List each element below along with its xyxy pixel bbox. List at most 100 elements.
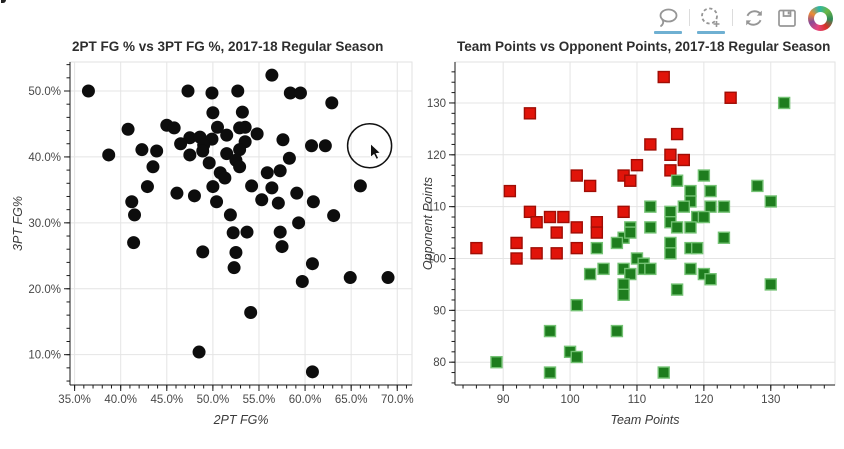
- data-point: [664, 247, 677, 260]
- y-tick-label: 110: [428, 202, 446, 214]
- data-point: [677, 200, 691, 213]
- chart-title: Team Points vs Opponent Points, 2017-18 …: [457, 39, 830, 54]
- data-point: [223, 208, 237, 222]
- data-point: [353, 179, 367, 193]
- data-point: [704, 200, 717, 213]
- data-point: [684, 221, 697, 234]
- save-icon: [775, 6, 799, 30]
- toolbar-separator: [689, 9, 690, 26]
- data-point: [240, 225, 254, 239]
- data-point: [275, 240, 289, 254]
- data-point: [704, 184, 717, 198]
- data-point: [343, 271, 357, 285]
- y-tick-label: 10.0%: [28, 350, 61, 362]
- save-button[interactable]: [775, 6, 799, 34]
- data-point: [670, 127, 684, 141]
- data-point: [530, 216, 543, 229]
- chart-canvas[interactable]: 90 100 110 120 130 80 90 100 110 120 130 Team Point…: [421, 0, 844, 444]
- data-point: [293, 86, 307, 100]
- zoom-in-icon: [699, 6, 723, 30]
- data-point: [697, 210, 711, 224]
- data-point: [670, 221, 684, 234]
- data-point: [306, 195, 320, 209]
- y-tick-label: 30.0%: [28, 218, 61, 230]
- data-point: [229, 246, 243, 260]
- y-tick-label: 50.0%: [28, 86, 61, 98]
- data-point: [255, 193, 269, 207]
- data-point: [657, 366, 670, 379]
- data-point: [597, 262, 610, 276]
- data-point: [192, 345, 206, 359]
- tick-labels: 90 100 110 120 130 80 90 100 110 120 130: [427, 98, 781, 406]
- data-point: [305, 257, 319, 271]
- zoom-in-button[interactable]: [697, 6, 725, 34]
- data-point: [644, 200, 657, 213]
- data-point: [570, 169, 583, 182]
- active-tool-underline: [654, 31, 682, 34]
- x-tick-label: 40.0%: [104, 394, 137, 406]
- data-point: [677, 153, 691, 167]
- data-point: [233, 160, 247, 174]
- data-point: [717, 200, 731, 213]
- data-point: [218, 171, 232, 185]
- series-green: [490, 96, 791, 379]
- data-point: [305, 139, 319, 153]
- selection-circle-overlay: [346, 122, 393, 169]
- data-point: [610, 324, 624, 338]
- data-point: [183, 148, 197, 162]
- data-point: [510, 252, 523, 265]
- data-point: [503, 184, 517, 198]
- data-point: [697, 169, 711, 182]
- data-point: [125, 195, 139, 209]
- data-point: [271, 196, 285, 210]
- data-point: [196, 144, 210, 158]
- y-tick-label: 100: [427, 253, 446, 265]
- lasso-select-button[interactable]: [654, 6, 682, 34]
- data-point: [140, 180, 154, 194]
- x-tick-label: 120: [694, 394, 713, 406]
- data-point: [570, 241, 583, 255]
- data-point: [206, 180, 220, 194]
- data-point: [135, 143, 149, 157]
- data-point: [664, 148, 677, 162]
- data-point: [590, 241, 604, 255]
- toolbar-separator: [732, 9, 733, 26]
- data-point: [325, 96, 339, 110]
- data-point: [150, 144, 164, 158]
- y-tick-label: 40.0%: [28, 152, 61, 164]
- x-tick-label: 65.0%: [335, 394, 368, 406]
- series-games: [81, 68, 395, 379]
- scatter-plot-fg-pct[interactable]: 35.0% 40.0% 45.0% 50.0% 55.0% 60.0% 65.0% 70.0%…: [0, 0, 422, 444]
- chart-title: 2PT FG % vs 3PT FG %, 2017-18 Regular Se…: [72, 39, 383, 54]
- tick-labels: 35.0% 40.0% 45.0% 50.0% 55.0% 60.0% 65.0% 70.0%…: [28, 86, 413, 406]
- chart-canvas[interactable]: 35.0% 40.0% 45.0% 50.0% 55.0% 60.0% 65.0% 70.0%…: [0, 0, 422, 444]
- data-point: [183, 131, 197, 145]
- scatter-plot-points[interactable]: 90 100 110 120 130 80 90 100 110 120 130 Team Point…: [421, 0, 844, 444]
- data-point: [617, 288, 630, 301]
- data-point: [174, 137, 188, 151]
- data-point: [227, 261, 241, 275]
- data-point: [664, 236, 677, 250]
- data-point: [617, 278, 630, 291]
- data-point: [283, 86, 297, 100]
- data-point: [543, 366, 557, 379]
- reset-button[interactable]: [742, 6, 766, 34]
- y-tick-label: 130: [427, 98, 446, 110]
- y-axis-label: Opponent Points: [422, 177, 435, 270]
- data-point: [657, 70, 670, 84]
- data-point: [205, 86, 219, 100]
- y-tick-label: 20.0%: [28, 284, 61, 296]
- window-corner-mark: [1, 0, 6, 3]
- data-point: [295, 275, 309, 289]
- data-point: [670, 283, 684, 296]
- bokeh-logo-icon: [808, 6, 833, 31]
- data-point: [624, 267, 637, 281]
- data-point: [617, 205, 630, 219]
- data-point: [570, 221, 583, 234]
- data-point: [764, 278, 777, 291]
- data-point: [690, 241, 704, 255]
- bokeh-logo[interactable]: [808, 6, 833, 34]
- data-point: [220, 147, 234, 161]
- data-point: [265, 68, 279, 82]
